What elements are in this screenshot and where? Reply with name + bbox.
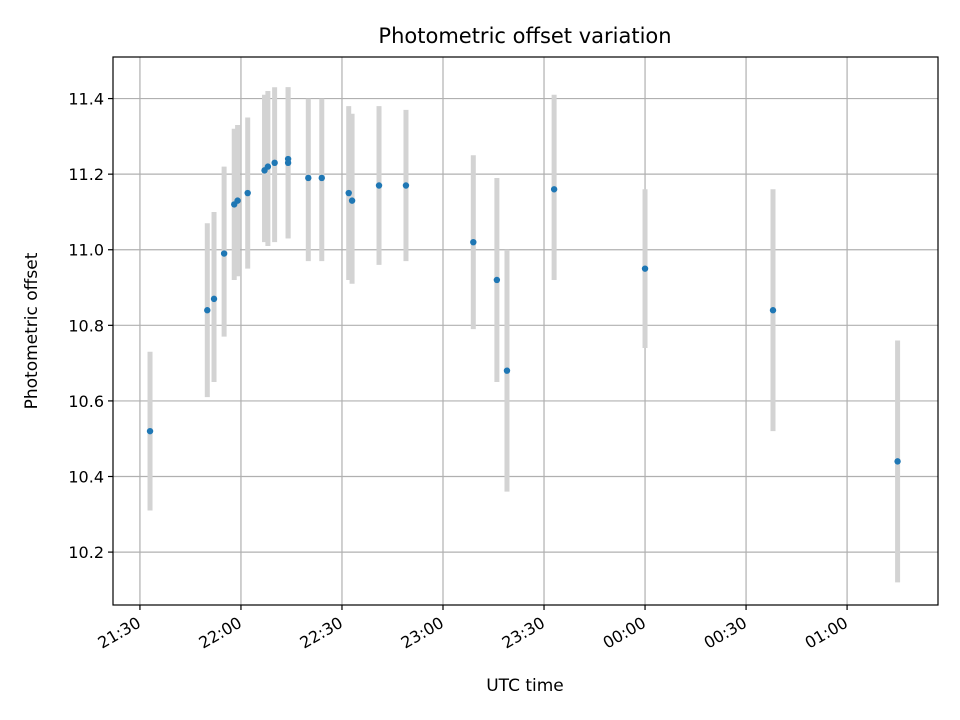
y-axis-ticks: 10.2 10.4 10.6 10.8 11.0 11.2 11.4 (68, 90, 113, 562)
data-point (271, 159, 278, 167)
data-point (641, 265, 649, 272)
y-tick-label: 10.4 (68, 468, 104, 487)
data-point (375, 182, 383, 189)
data-point (318, 174, 325, 182)
y-tick-label: 10.2 (68, 543, 104, 562)
data-point (550, 186, 558, 193)
x-axis-label: UTC time (486, 676, 564, 696)
y-tick-label: 11.4 (68, 90, 104, 109)
y-axis-label: Photometric offset (22, 252, 42, 409)
y-tick-label: 11.0 (68, 241, 104, 260)
data-point (348, 197, 356, 204)
data-point (284, 159, 292, 167)
y-tick-label: 10.6 (68, 392, 104, 411)
data-point (769, 307, 777, 314)
data-point (470, 238, 477, 246)
data-point (220, 250, 228, 257)
data-point (204, 307, 211, 314)
data-point (264, 163, 272, 170)
data-point (305, 174, 312, 182)
data-point (244, 189, 251, 197)
data-point (894, 458, 901, 465)
data-point (503, 367, 511, 374)
data-point (210, 295, 218, 303)
plot-frame (112, 56, 939, 606)
data-point (402, 182, 410, 189)
chart-title: Photometric offset variation (378, 24, 671, 48)
data-points (146, 155, 901, 465)
data-point (345, 189, 352, 197)
data-point (234, 197, 241, 204)
data-point (146, 427, 154, 435)
y-tick-label: 11.2 (68, 165, 104, 184)
y-tick-label: 10.8 (68, 316, 104, 335)
data-point (493, 276, 501, 284)
